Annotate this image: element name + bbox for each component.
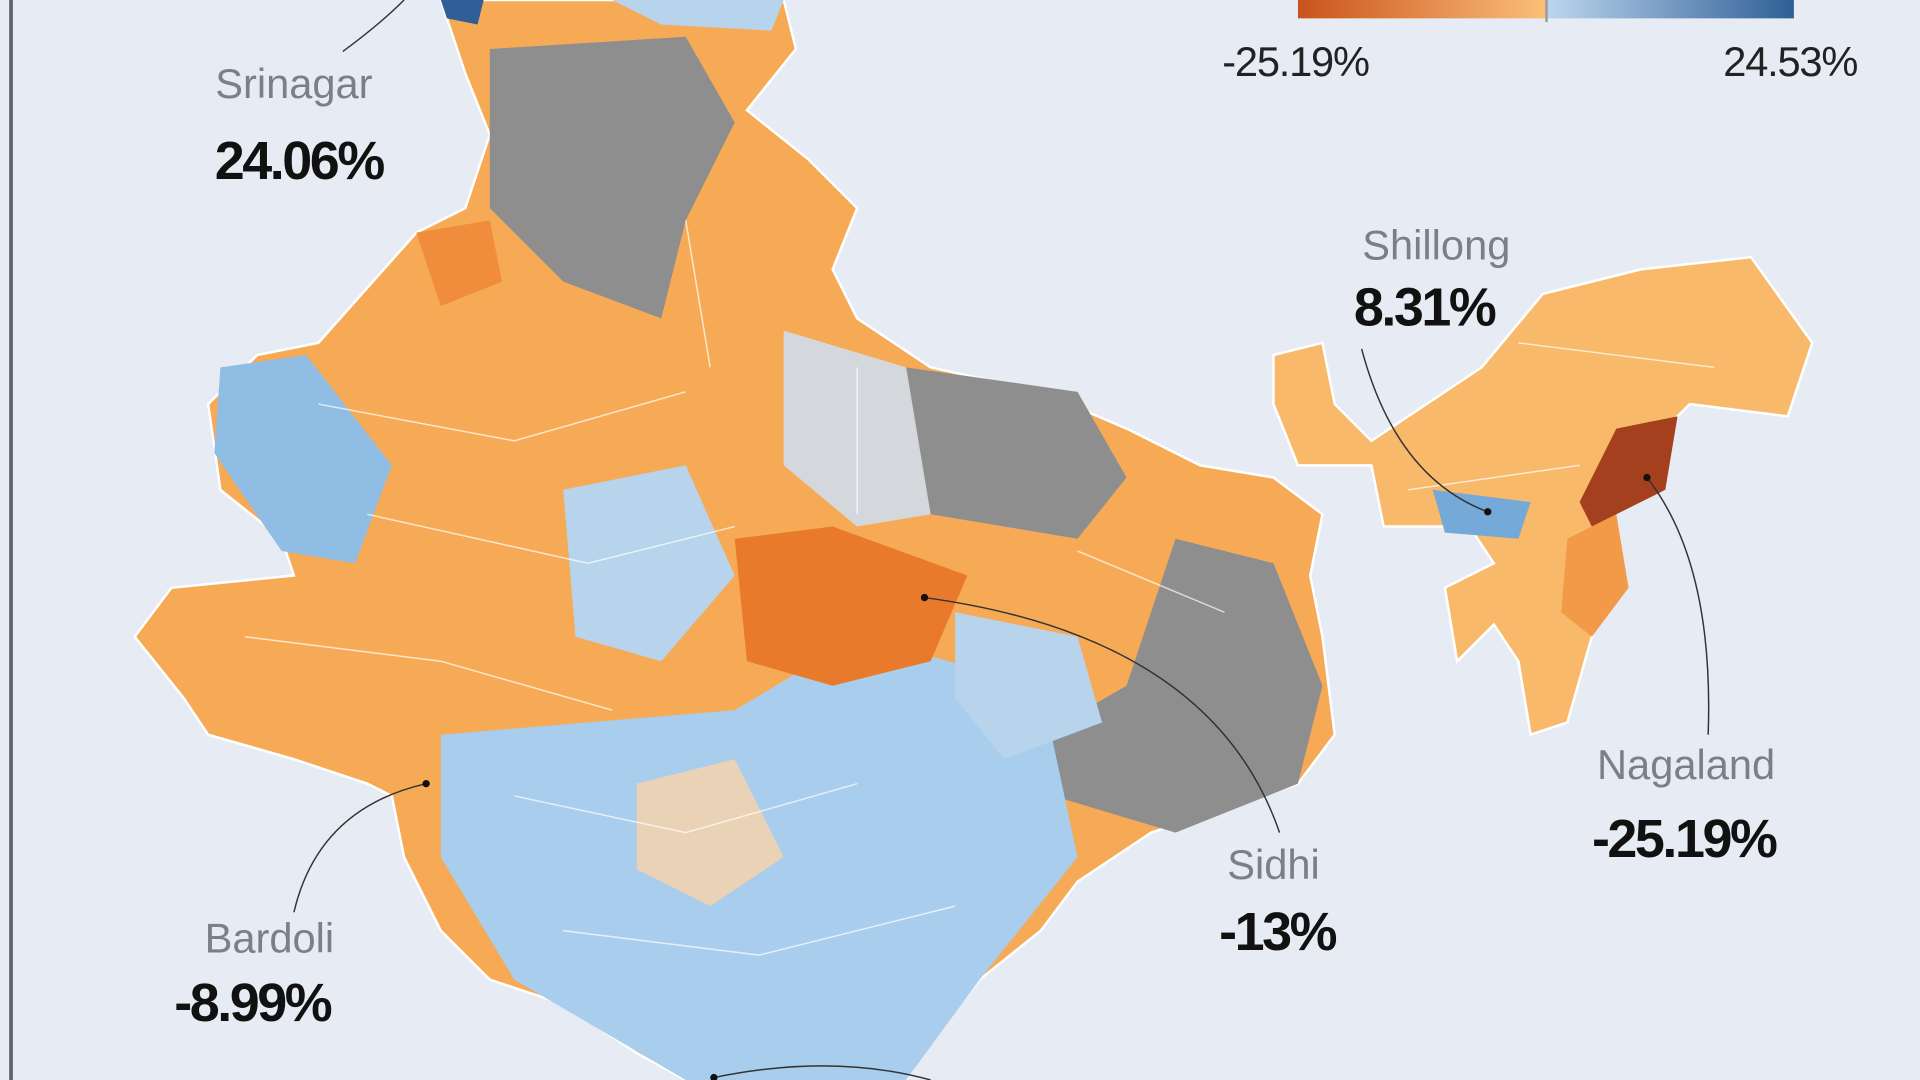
region-beige-south bbox=[636, 759, 784, 907]
region-darkred-nagaland bbox=[1579, 416, 1678, 527]
callout-value: -25.19% bbox=[1592, 809, 1777, 869]
region-orange-ne bbox=[1561, 514, 1629, 637]
district-lines bbox=[244, 220, 1715, 956]
region-darkblue-kashmir bbox=[440, 0, 484, 25]
callout-name: Bardoli bbox=[205, 915, 335, 962]
region-grey-north bbox=[489, 36, 735, 319]
callout-value: -8.99% bbox=[174, 973, 332, 1033]
region-lightblue-central bbox=[563, 465, 735, 662]
callout-name: Sidhi bbox=[1227, 841, 1320, 888]
region-lightblue-kashmir bbox=[612, 0, 784, 31]
marker-dot bbox=[1643, 473, 1651, 482]
region-grey-east bbox=[906, 367, 1127, 539]
leader-line bbox=[293, 782, 427, 913]
region-darkorange-central bbox=[734, 526, 968, 686]
callout-value: 24.06% bbox=[215, 131, 385, 191]
legend-max: 24.53% bbox=[1723, 38, 1857, 85]
leader-line bbox=[1360, 348, 1489, 513]
leader-line bbox=[924, 596, 1281, 833]
callout-name: Srinagar bbox=[215, 60, 372, 107]
callout-name: Nagaland bbox=[1597, 741, 1775, 788]
legend-positive bbox=[1546, 0, 1794, 19]
leader-line bbox=[1646, 477, 1710, 735]
legend-negative bbox=[1297, 0, 1547, 19]
callout-value: -13% bbox=[1219, 902, 1336, 962]
callout-name: Shillong bbox=[1362, 222, 1510, 269]
region-blue-west bbox=[214, 355, 392, 564]
callout-value: 8.31% bbox=[1354, 278, 1496, 338]
marker-dot bbox=[920, 593, 929, 602]
leader-line bbox=[713, 1065, 931, 1080]
marker-dot bbox=[422, 780, 430, 788]
region-lightblue-east bbox=[955, 612, 1103, 760]
region-grey-southeast bbox=[1040, 538, 1323, 833]
marker-dot bbox=[1484, 508, 1492, 516]
leader-line bbox=[342, 0, 405, 53]
marker-dot bbox=[710, 1073, 718, 1080]
region-blue-shillong bbox=[1432, 489, 1531, 539]
region-orange-northwest bbox=[416, 220, 503, 307]
legend-min: -25.19% bbox=[1222, 38, 1369, 85]
